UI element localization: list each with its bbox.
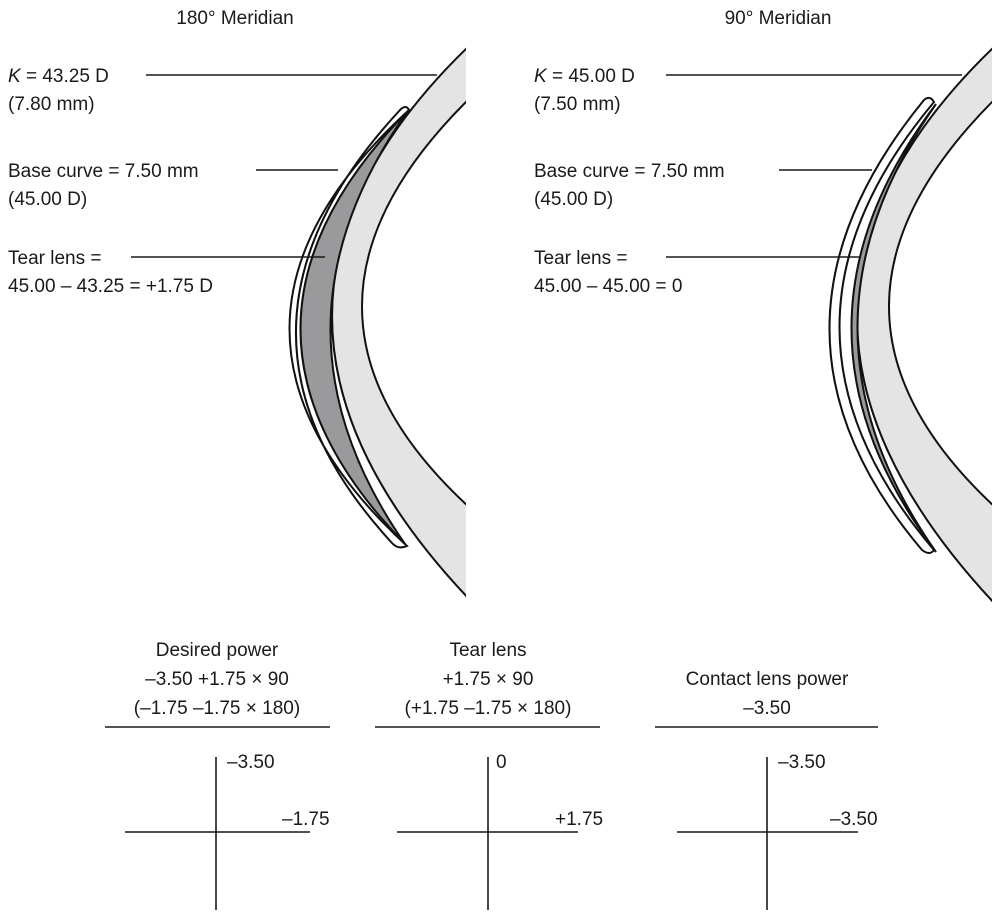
horizontal-power: –3.50 bbox=[830, 809, 878, 830]
panel-title: 180° Meridian bbox=[176, 8, 293, 29]
power-cross-contact-lens: Contact lens power –3.50 –3.50 –3.50 bbox=[655, 669, 878, 910]
cross-rx: –3.50 +1.75 × 90 bbox=[145, 669, 289, 690]
k-mm-label: (7.80 mm) bbox=[8, 94, 95, 115]
cross-heading: Tear lens bbox=[449, 640, 526, 661]
vertical-power: –3.50 bbox=[227, 752, 275, 773]
k-label: K = 43.25 D bbox=[8, 66, 109, 87]
power-cross-desired: Desired power –3.50 +1.75 × 90 (–1.75 –1… bbox=[105, 640, 330, 910]
vertical-power: 0 bbox=[496, 752, 507, 773]
cornea-illustration bbox=[828, 47, 992, 603]
vertical-power: –3.50 bbox=[778, 752, 826, 773]
base-curve-label: Base curve = 7.50 mm bbox=[8, 161, 199, 182]
cross-rx: +1.75 × 90 bbox=[443, 669, 534, 690]
cross-rx-alt: (–1.75 –1.75 × 180) bbox=[134, 698, 300, 719]
cornea-illustration bbox=[288, 47, 466, 598]
tear-lens-film bbox=[850, 103, 937, 553]
power-cross-tear-lens: Tear lens +1.75 × 90 (+1.75 –1.75 × 180)… bbox=[375, 640, 603, 910]
base-curve-d-label: (45.00 D) bbox=[534, 189, 613, 210]
cornea bbox=[332, 48, 466, 596]
cross-heading: Desired power bbox=[156, 640, 279, 661]
meridian-180-panel: 180° Meridian K = 43.25 D (7.80 mm) Base… bbox=[8, 8, 466, 598]
tear-lens-label: Tear lens = bbox=[8, 248, 101, 269]
base-curve-label: Base curve = 7.50 mm bbox=[534, 161, 725, 182]
contact-lens bbox=[288, 106, 411, 549]
tear-lens-calc: 45.00 – 45.00 = 0 bbox=[534, 276, 682, 297]
contact-lens bbox=[828, 96, 936, 554]
cross-rx-alt: (+1.75 –1.75 × 180) bbox=[405, 698, 572, 719]
meridian-90-panel: 90° Meridian K = 45.00 D (7.50 mm) Base … bbox=[534, 8, 992, 603]
base-curve-d-label: (45.00 D) bbox=[8, 189, 87, 210]
tear-lens-label: Tear lens = bbox=[534, 248, 627, 269]
horizontal-power: +1.75 bbox=[555, 809, 603, 830]
horizontal-power: –1.75 bbox=[282, 809, 330, 830]
cross-rx: –3.50 bbox=[743, 698, 791, 719]
panel-title: 90° Meridian bbox=[725, 8, 832, 29]
tear-lens-film bbox=[299, 111, 408, 545]
cornea bbox=[857, 48, 992, 601]
k-mm-label: (7.50 mm) bbox=[534, 94, 621, 115]
k-label: K = 45.00 D bbox=[534, 66, 635, 87]
cross-heading: Contact lens power bbox=[686, 669, 849, 690]
tear-lens-calc: 45.00 – 43.25 = +1.75 D bbox=[8, 276, 213, 297]
